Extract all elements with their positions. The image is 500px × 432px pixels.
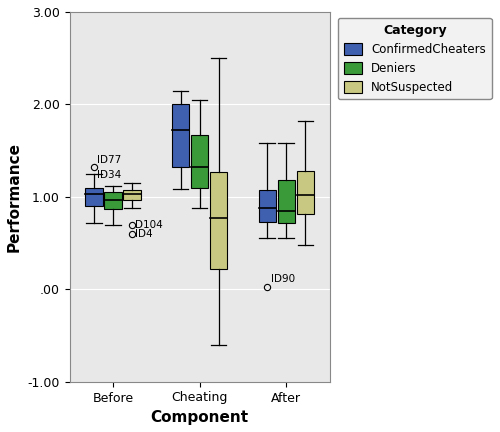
Bar [278,180,295,223]
Bar [104,192,122,209]
X-axis label: Component: Component [150,410,248,425]
Bar [85,187,102,206]
Y-axis label: Performance: Performance [7,142,22,252]
Bar [191,135,208,187]
Text: ID90: ID90 [270,274,295,284]
Text: ID34: ID34 [98,170,122,180]
Bar [172,105,189,167]
Bar [124,191,140,200]
Text: ID77: ID77 [98,155,122,165]
Legend: ConfirmedCheaters, Deniers, NotSuspected: ConfirmedCheaters, Deniers, NotSuspected [338,18,492,99]
Text: ID4: ID4 [136,229,153,239]
Text: D104: D104 [136,219,163,229]
Bar [296,171,314,213]
Bar [210,172,228,269]
Bar [258,191,276,222]
